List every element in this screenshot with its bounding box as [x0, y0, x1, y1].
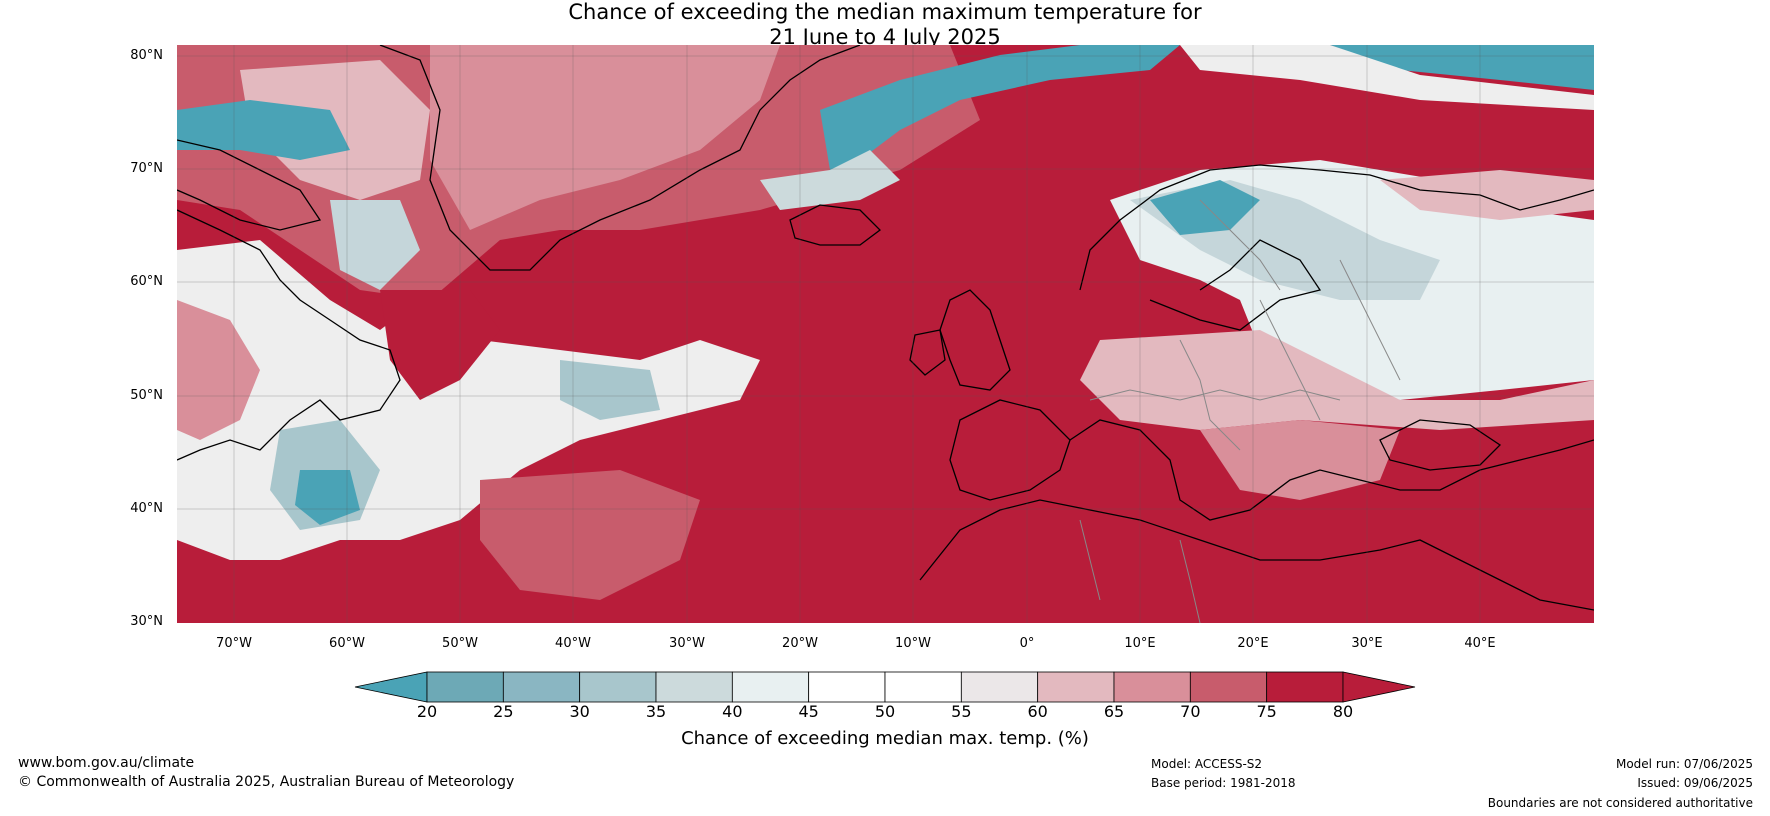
colorbar-segment-45-50 — [808, 671, 886, 703]
coast-north-africa — [919, 499, 1594, 611]
colorbar-segment-70-75 — [1189, 671, 1268, 703]
colorbar-tick-45: 45 — [798, 702, 819, 721]
colorbar-extend-low — [354, 671, 428, 703]
colorbar-tick-65: 65 — [1103, 702, 1125, 721]
lon-label-40e: 40°E — [1464, 636, 1496, 651]
border-europe-3 — [1259, 299, 1321, 421]
field-cold-norway — [1150, 180, 1260, 235]
colorbar-segment-50-55 — [884, 671, 962, 703]
field-neutral-svalbard — [1180, 45, 1594, 110]
field-cool-atlantic — [560, 360, 660, 420]
field-neutral-fram — [760, 150, 900, 210]
colorbar-tick-40: 40 — [722, 702, 743, 721]
lon-label-10e: 10°E — [1124, 636, 1156, 651]
lat-label-40n: 40°N — [130, 501, 163, 516]
colorbar-segment-35-40 — [655, 671, 733, 703]
colorbar-tick-55: 55 — [951, 702, 972, 721]
country-borders — [1079, 199, 1401, 623]
coastlines — [177, 45, 1594, 611]
lat-label-70n: 70°N — [130, 161, 163, 176]
footer-model: Model: ACCESS-S2 — [1151, 757, 1263, 771]
colorbar-tick-20: 20 — [416, 702, 438, 721]
lon-label-30e: 30°E — [1351, 636, 1383, 651]
footer-copyright: © Commonwealth of Australia 2025, Austra… — [18, 774, 515, 790]
field-cold-newfoundland — [295, 470, 360, 525]
coast-britain — [939, 289, 1011, 391]
colorbar-tick-50: 50 — [874, 702, 896, 721]
field-mild-arctic — [430, 45, 780, 230]
lon-label-60w: 60°W — [329, 636, 365, 651]
coast-greenland — [379, 45, 861, 271]
title-line-1: Chance of exceeding the median maximum t… — [568, 0, 1202, 24]
border-europe-1 — [1089, 389, 1341, 401]
colorbar-tick-75: 75 — [1256, 702, 1277, 721]
border-scandinavia — [1199, 199, 1281, 291]
colorbar-segment-40-45 — [731, 671, 810, 703]
coast-canada — [177, 209, 401, 461]
colorbar-tick-80: 80 — [1332, 702, 1354, 721]
colorbar-segment-65-70 — [1113, 671, 1191, 703]
field-hot-patch-atlantic — [380, 290, 500, 400]
colorbar-label: Chance of exceeding median max. temp. (%… — [681, 728, 1089, 749]
colorbar — [354, 671, 1416, 703]
colorbar-segment-25-30 — [502, 671, 581, 703]
border-europe-2 — [1179, 339, 1241, 451]
field-cold-baffin — [177, 100, 350, 160]
coast-iceland — [789, 204, 881, 246]
colorbar-tick-30: 30 — [569, 702, 590, 721]
colorbar-tick-60: 60 — [1027, 702, 1048, 721]
footer-base-period: Base period: 1981-2018 — [1151, 776, 1296, 790]
field-mild-russia — [1380, 170, 1594, 220]
colorbar-segment-75-80 — [1266, 671, 1344, 703]
colorbar-tick-25: 25 — [493, 702, 514, 721]
field-cool-labrador — [330, 200, 420, 290]
field-warm-balkans — [1200, 420, 1400, 500]
colorbar-tick-70: 70 — [1180, 702, 1201, 721]
field-mild-europe — [1080, 330, 1594, 430]
graticule — [177, 45, 1594, 623]
lon-label-40w: 40°W — [555, 636, 591, 651]
field-warm-canada — [177, 300, 260, 440]
coast-ireland — [909, 329, 946, 376]
colorbar-segment-20-25 — [426, 671, 504, 703]
colorbar-segment-60-65 — [1037, 671, 1115, 703]
lon-label-70w: 70°W — [216, 636, 252, 651]
coast-iberia — [949, 399, 1071, 501]
footer-model-run: Model run: 07/06/2025 — [1615, 757, 1753, 771]
lon-label-20w: 20°W — [782, 636, 818, 651]
colorbar-extend-high — [1342, 671, 1416, 703]
lon-label-30w: 30°W — [669, 636, 705, 651]
coast-mediterranean — [1069, 419, 1594, 521]
lat-label-30n: 30°N — [130, 614, 163, 629]
footer-issued: Issued: 09/06/2025 — [1637, 776, 1753, 790]
footer-url: www.bom.gov.au/climate — [18, 755, 195, 771]
coast-scandinavia — [1079, 164, 1594, 291]
coast-black-sea — [1379, 419, 1502, 471]
border-africa — [1079, 519, 1201, 623]
lon-label-0: 0° — [1019, 636, 1035, 651]
colorbar-segment-30-35 — [579, 671, 657, 703]
coast-baltic — [1149, 239, 1322, 331]
lon-label-50w: 50°W — [442, 636, 478, 651]
coast-baffin — [177, 139, 322, 231]
footer-disclaimer: Boundaries are not considered authoritat… — [1487, 796, 1753, 810]
colorbar-segment-55-60 — [960, 671, 1039, 703]
lon-label-20e: 20°E — [1237, 636, 1269, 651]
lat-label-50n: 50°N — [130, 388, 163, 403]
field-warm-midatlantic — [480, 470, 700, 600]
map-title: Chance of exceeding the median maximum t… — [0, 0, 1770, 50]
lat-label-60n: 60°N — [130, 274, 163, 289]
lat-label-80n: 80°N — [130, 48, 163, 63]
lon-label-10w: 10°W — [895, 636, 931, 651]
probability-field — [177, 45, 1594, 623]
colorbar-tick-35: 35 — [645, 702, 667, 721]
border-europe-4 — [1339, 259, 1401, 381]
